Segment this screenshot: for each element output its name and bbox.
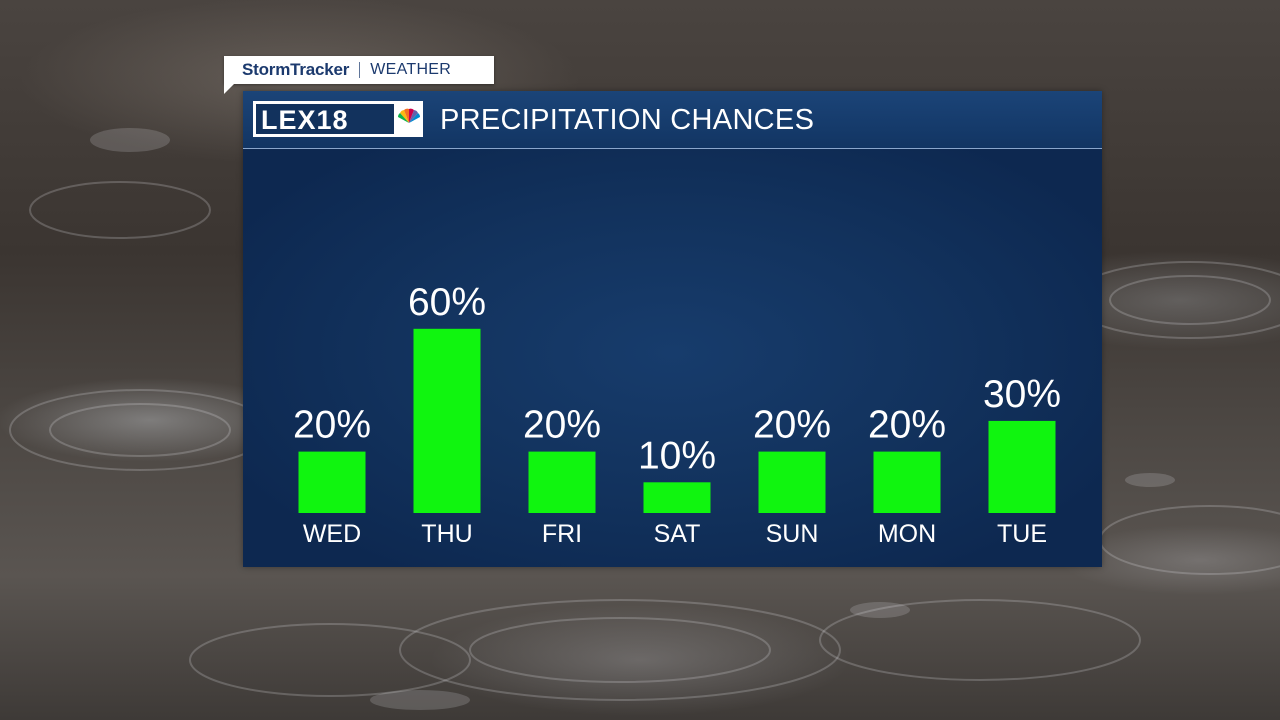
day-label-fri: FRI bbox=[542, 520, 582, 548]
stormtracker-brand: StormTracker bbox=[242, 60, 350, 79]
day-label-mon: MON bbox=[878, 520, 936, 548]
day-label-thu: THU bbox=[421, 520, 472, 548]
value-label-sun: 20% bbox=[753, 404, 831, 447]
panel-header: LEX18 PRECIPITATION CHANCES bbox=[243, 91, 1102, 149]
bar-tue bbox=[988, 420, 1056, 513]
day-label-tue: TUE bbox=[997, 520, 1047, 548]
stormtracker-weather-tag: StormTracker WEATHER bbox=[224, 56, 494, 94]
bar-wed bbox=[298, 451, 366, 513]
bar-thu bbox=[413, 328, 481, 513]
value-label-sat: 10% bbox=[638, 434, 716, 477]
bar-sun bbox=[758, 451, 826, 513]
day-label-sun: SUN bbox=[766, 520, 819, 548]
value-label-wed: 20% bbox=[293, 404, 371, 447]
day-label-wed: WED bbox=[303, 520, 361, 548]
brand-divider bbox=[359, 62, 361, 78]
value-label-thu: 60% bbox=[408, 281, 486, 324]
logo-text: LEX18 bbox=[261, 105, 349, 135]
lex18-logo: LEX18 bbox=[253, 101, 423, 137]
chart-title: PRECIPITATION CHANCES bbox=[440, 104, 815, 136]
day-label-sat: SAT bbox=[654, 520, 701, 548]
peacock-icon bbox=[398, 108, 420, 123]
bar-sat bbox=[643, 482, 711, 513]
value-label-tue: 30% bbox=[983, 373, 1061, 416]
value-label-mon: 20% bbox=[868, 404, 946, 447]
precipitation-panel: LEX18 PRECIPITATION CHANCES 20% WED 60% THU… bbox=[243, 91, 1102, 567]
bar-mon bbox=[873, 451, 941, 513]
precipitation-bar-chart: 20% WED 60% THU 20% FRI 10% SAT 20% SUN 20% MON 30% T… bbox=[293, 281, 1061, 548]
weather-label: WEATHER bbox=[370, 61, 452, 78]
value-label-fri: 20% bbox=[523, 404, 601, 447]
bar-fri bbox=[528, 451, 596, 513]
